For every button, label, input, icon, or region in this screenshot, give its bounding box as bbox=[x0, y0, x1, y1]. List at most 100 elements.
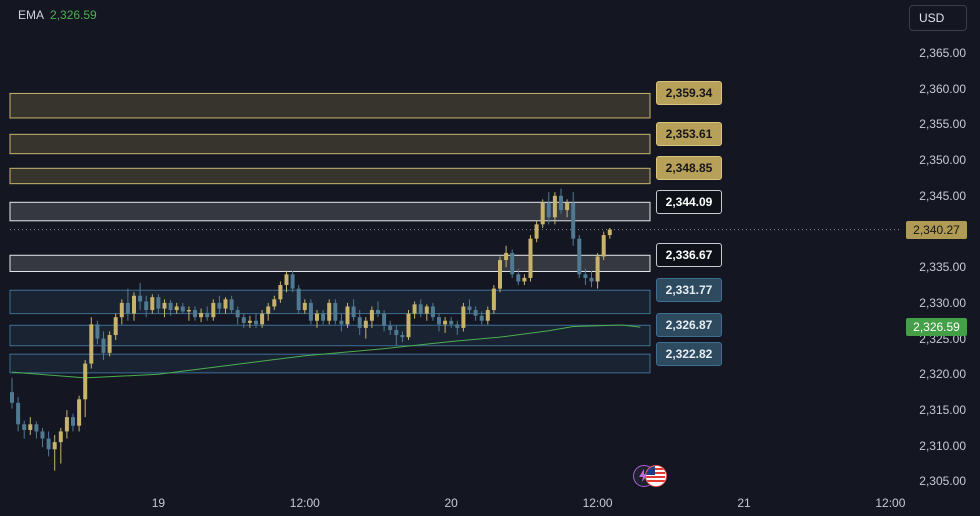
candle-body bbox=[89, 324, 94, 364]
candle-body bbox=[333, 302, 338, 321]
candle-body bbox=[284, 274, 289, 286]
candle-body bbox=[571, 202, 576, 239]
indicator-legend[interactable]: EMA 2,326.59 bbox=[18, 8, 97, 22]
candle-body bbox=[339, 320, 344, 325]
candle-body bbox=[363, 320, 368, 328]
price-tick-label: 2,305.00 bbox=[919, 474, 966, 489]
ema-line bbox=[11, 324, 641, 379]
candle-body bbox=[589, 277, 594, 282]
candle-body bbox=[16, 402, 21, 425]
zone-white-4 bbox=[9, 254, 651, 272]
time-axis[interactable]: 19 12:00 20 12:00 21 12:00 bbox=[0, 488, 906, 516]
candle-body bbox=[113, 317, 118, 336]
candle-body bbox=[498, 260, 502, 289]
candle-body bbox=[217, 302, 222, 309]
currency-button[interactable]: USD bbox=[909, 5, 967, 31]
level-tag-gold[interactable]: 2,348.85 bbox=[656, 156, 722, 181]
level-tag-blue[interactable]: 2,322.82 bbox=[656, 342, 722, 367]
price-tick-label: 2,335.00 bbox=[919, 260, 966, 275]
candle-body bbox=[254, 320, 258, 325]
candle-body bbox=[583, 274, 588, 278]
candle-body bbox=[565, 202, 570, 211]
candle-body bbox=[10, 392, 14, 403]
price-tick-label: 2,345.00 bbox=[919, 188, 966, 203]
candle-body bbox=[40, 431, 45, 439]
price-plot-area[interactable] bbox=[0, 0, 902, 488]
candle-body bbox=[223, 299, 228, 309]
candle-body bbox=[400, 335, 405, 338]
candle-body bbox=[260, 313, 265, 325]
candle-body bbox=[235, 310, 240, 318]
us-flag-event-icon[interactable] bbox=[645, 465, 667, 487]
candle-body bbox=[107, 335, 112, 353]
price-tick-label: 2,350.00 bbox=[919, 153, 966, 168]
candle-body bbox=[132, 295, 136, 314]
level-tag-white[interactable]: 2,336.67 bbox=[656, 243, 722, 268]
candle-body bbox=[64, 417, 69, 432]
price-tick-label: 2,310.00 bbox=[919, 438, 966, 453]
candle-body bbox=[357, 317, 362, 328]
candle-body bbox=[272, 299, 277, 307]
candle-body bbox=[412, 304, 417, 314]
candle-body bbox=[138, 295, 143, 302]
candle-body bbox=[479, 315, 484, 321]
candle-body bbox=[528, 238, 533, 278]
candle-body bbox=[321, 313, 326, 321]
candle-body bbox=[406, 313, 411, 338]
price-axis[interactable]: 2,365.00 2,360.00 2,355.00 2,350.00 2,345.00… bbox=[902, 0, 980, 516]
zone-gold-1 bbox=[9, 133, 651, 155]
zone-blue-6 bbox=[9, 324, 651, 347]
candle-body bbox=[71, 417, 75, 426]
level-tag-gold[interactable]: 2,353.61 bbox=[656, 122, 722, 147]
candle-body bbox=[388, 325, 393, 331]
price-tick-label: 2,320.00 bbox=[919, 367, 966, 382]
candle-body bbox=[351, 306, 356, 318]
candle-body bbox=[144, 301, 149, 311]
candle-body bbox=[485, 310, 490, 321]
candle-body bbox=[174, 306, 179, 311]
candle-body bbox=[369, 310, 374, 321]
candle-body bbox=[491, 288, 496, 311]
level-tag-white[interactable]: 2,344.09 bbox=[656, 190, 722, 215]
legend-indicator-name[interactable]: EMA bbox=[18, 8, 45, 22]
candle-body bbox=[430, 306, 435, 318]
candle-body bbox=[34, 424, 39, 432]
candle-body bbox=[437, 317, 441, 325]
candle-body bbox=[449, 320, 454, 325]
candle-body bbox=[193, 310, 197, 318]
candle-body bbox=[211, 302, 216, 318]
candle-body bbox=[607, 229, 612, 236]
time-tick-label: 12:00 bbox=[289, 496, 320, 510]
candle-body bbox=[302, 302, 307, 311]
price-tick-label: 2,360.00 bbox=[919, 81, 966, 96]
candle-body bbox=[443, 320, 448, 325]
candle-body bbox=[95, 324, 100, 339]
candle-body bbox=[327, 302, 332, 321]
candle-body bbox=[101, 338, 106, 353]
chart-canvas[interactable] bbox=[0, 0, 902, 488]
time-tick-label: 21 bbox=[737, 496, 751, 510]
level-tag-blue[interactable]: 2,326.87 bbox=[656, 313, 722, 338]
candle-body bbox=[394, 330, 399, 336]
candle-body bbox=[266, 306, 271, 314]
price-tick-label: 2,330.00 bbox=[919, 295, 966, 310]
candle-body bbox=[156, 297, 161, 309]
candle-body bbox=[376, 310, 380, 314]
candle-body bbox=[205, 312, 210, 318]
candle-body bbox=[241, 317, 246, 323]
candle-body bbox=[382, 313, 387, 326]
economic-events[interactable] bbox=[633, 465, 669, 487]
candle-body bbox=[77, 399, 82, 426]
candle-body bbox=[199, 312, 204, 318]
candle-body bbox=[168, 302, 173, 311]
level-tag-blue[interactable]: 2,331.77 bbox=[656, 278, 722, 303]
time-tick-label: 12:00 bbox=[582, 496, 613, 510]
zone-blue-7 bbox=[9, 353, 651, 374]
time-tick-label: 20 bbox=[444, 496, 458, 510]
legend-indicator-value: 2,326.59 bbox=[50, 8, 97, 22]
level-tag-gold[interactable]: 2,359.34 bbox=[656, 81, 722, 106]
candle-body bbox=[58, 431, 63, 443]
candle-body bbox=[83, 363, 88, 400]
candle-body bbox=[540, 202, 545, 225]
